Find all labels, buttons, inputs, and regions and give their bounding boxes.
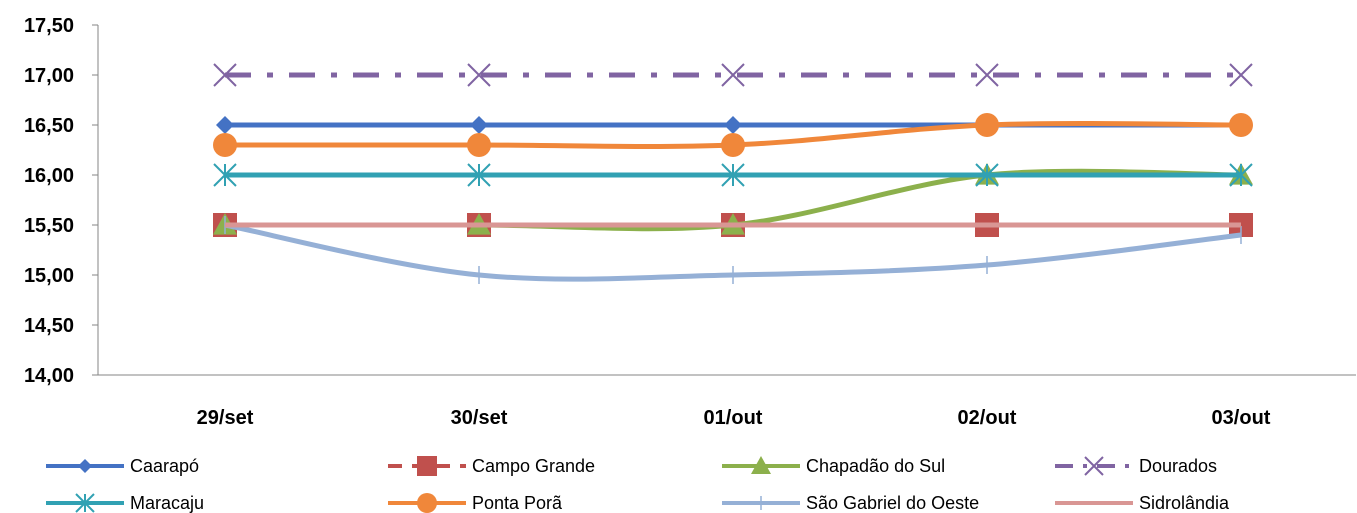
y-tick-label: 16,00 (24, 165, 74, 187)
legend-marker (751, 456, 771, 474)
data-point (213, 133, 237, 157)
legend-item: Caarapó (46, 456, 199, 476)
legend-label: Sidrolândia (1139, 493, 1230, 513)
x-tick-label: 02/out (958, 407, 1017, 429)
series-4 (213, 163, 1253, 187)
legend-marker (75, 493, 95, 513)
legend-marker (1084, 456, 1104, 476)
data-point (213, 163, 237, 187)
x-tick-label: 01/out (704, 407, 763, 429)
legend-label: Chapadão do Sul (806, 456, 945, 476)
y-tick-label: 17,50 (24, 15, 74, 37)
series-6 (224, 216, 1242, 284)
data-point (467, 133, 491, 157)
data-point (1229, 163, 1253, 187)
legend-label: Maracaju (130, 493, 204, 513)
data-point (467, 63, 491, 87)
legend-label: São Gabriel do Oeste (806, 493, 979, 513)
series-3 (213, 63, 1253, 87)
data-point (721, 133, 745, 157)
legend-marker (78, 459, 92, 473)
y-tick-label: 14,00 (24, 365, 74, 387)
data-point (975, 63, 999, 87)
data-point (724, 116, 742, 134)
y-tick-label: 14,50 (24, 315, 74, 337)
data-point (213, 63, 237, 87)
x-tick-label: 29/set (197, 407, 254, 429)
data-point (216, 116, 234, 134)
legend-marker (417, 493, 437, 513)
x-tick-label: 03/out (1212, 407, 1271, 429)
legend-item: Dourados (1055, 456, 1217, 476)
data-point (470, 116, 488, 134)
legend-item: Campo Grande (388, 456, 595, 476)
data-point (467, 163, 491, 187)
y-tick-label: 15,00 (24, 265, 74, 287)
legend-label: Dourados (1139, 456, 1217, 476)
y-tick-label: 15,50 (24, 215, 74, 237)
legend-label: Ponta Porã (472, 493, 563, 513)
legend-item: Ponta Porã (388, 493, 563, 513)
data-point (721, 63, 745, 87)
data-point (975, 163, 999, 187)
data-point (1229, 63, 1253, 87)
data-point (721, 163, 745, 187)
legend-marker (417, 456, 437, 476)
x-tick-label: 30/set (451, 407, 508, 429)
series-5 (213, 113, 1253, 157)
data-point (975, 113, 999, 137)
data-point (1229, 113, 1253, 137)
y-tick-label: 17,00 (24, 65, 74, 87)
legend-item: Sidrolândia (1055, 493, 1230, 513)
legend-item: São Gabriel do Oeste (722, 493, 979, 513)
legend-item: Maracaju (46, 493, 204, 513)
legend-label: Caarapó (130, 456, 199, 476)
y-tick-label: 16,50 (24, 115, 74, 137)
legend-item: Chapadão do Sul (722, 456, 945, 476)
legend-label: Campo Grande (472, 456, 595, 476)
